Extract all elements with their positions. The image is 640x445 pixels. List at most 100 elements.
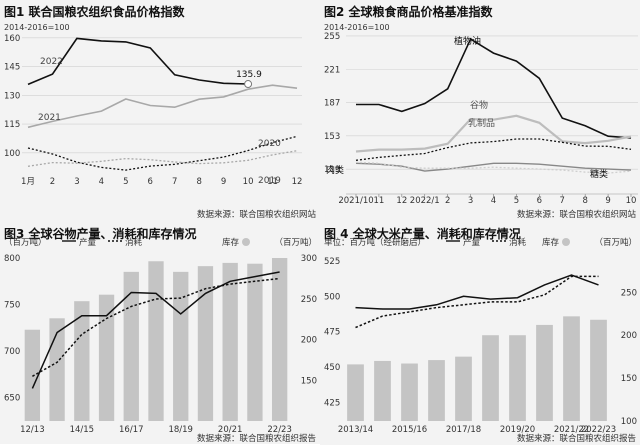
series-label: 植物油	[454, 35, 481, 47]
x-tick-label: 9	[605, 196, 610, 206]
stock-bar	[123, 271, 139, 421]
x-tick-label: 3	[74, 177, 79, 187]
stock-bar	[482, 335, 499, 421]
stock-bar	[24, 329, 41, 421]
stock-bar	[74, 301, 90, 421]
right-tick-label: 250	[301, 295, 317, 305]
left-tick-label: 800	[4, 254, 20, 264]
index-base-note: 2014-2016=100	[4, 23, 70, 32]
source-note: 数据来源：联合国粮农组织报告	[517, 433, 636, 444]
right-unit-label-2: （百万吨）	[594, 237, 637, 248]
x-tick-label: 12	[396, 196, 407, 206]
stock-legend-swatch	[242, 238, 250, 246]
x-tick-label: 2022/1	[410, 196, 440, 206]
series-label: 糖类	[590, 168, 608, 180]
left-tick-label: 525	[324, 257, 340, 267]
series-line	[27, 135, 298, 171]
chart-cereal-supply: （百万吨） 库存 （百万吨） 产量 消耗 800 750 700 650 300 250 200 150…	[4, 237, 317, 444]
x-tick-label: 5	[514, 196, 519, 206]
stock-bar	[347, 364, 364, 421]
left-unit-label: 单位：百万吨（经研磨后）	[324, 237, 426, 248]
panel-title: 图 4 全球大米产量、消耗和库存情况	[324, 227, 521, 241]
right-unit-label-2: （百万吨）	[274, 237, 317, 248]
chart-food-price-index: 2014-2016=100 160 145 130 115 100 1月 2 3 4 5 6 7 8 9 10…	[4, 23, 317, 220]
left-tick-label: 475	[324, 328, 340, 338]
x-tick-label: 2013/14	[338, 425, 373, 435]
x-tick-label: 7	[172, 177, 177, 187]
stock-bar	[247, 263, 263, 421]
x-tick-label: 3	[468, 196, 473, 206]
series-label: 谷物	[470, 99, 488, 111]
right-tick-label: 100	[621, 417, 637, 427]
right-unit-label: 库存	[542, 237, 560, 248]
x-tick-label: 10	[243, 177, 254, 187]
y-tick-label: 221	[324, 65, 340, 75]
stock-bar	[222, 262, 238, 421]
series-line	[27, 37, 249, 86]
last-value-label: 135.9	[236, 70, 262, 80]
y-tick-label: 187	[324, 99, 340, 109]
stock-bar	[401, 363, 418, 421]
stock-bar	[509, 335, 526, 421]
panel-rice-supply: 图 4 全球大米产量、消耗和库存情况 单位：百万吨（经研磨后） 库存 （百万吨） 产量…	[320, 222, 640, 445]
x-tick-label: 2	[445, 196, 450, 206]
x-tick-label: 1月	[21, 177, 35, 187]
source-note: 数据来源：联合国粮农组织网站	[517, 209, 637, 220]
series-label: 肉类	[326, 164, 344, 176]
x-tick-label: 2021/22	[554, 425, 589, 435]
legend-production-label: 产量	[79, 237, 97, 248]
x-tick-label: 16/17	[119, 425, 144, 435]
x-tick-label: 7	[560, 196, 565, 206]
stock-bar	[428, 360, 445, 421]
panel-cereal-supply: 图3 全球谷物产量、消耗和库存情况 （百万吨） 库存 （百万吨） 产量 消耗 800 750…	[0, 222, 320, 444]
y-tick-label: 160	[4, 34, 20, 44]
x-tick-label: 20/21	[218, 425, 243, 435]
production-line	[31, 271, 280, 389]
x-tick-label: 2015/16	[392, 425, 427, 435]
x-tick-label: 12	[292, 177, 303, 187]
y-tick-label: 255	[324, 32, 340, 42]
x-tick-label: 8	[196, 177, 201, 187]
x-tick-label: 18/19	[168, 425, 193, 435]
panel-title: 图1 联合国粮农组织食品价格指数	[4, 5, 185, 19]
x-tick-label: 10	[626, 196, 637, 206]
source-note: 数据来源：联合国粮农组织网站	[197, 209, 317, 220]
x-tick-label: 2017/18	[446, 425, 481, 435]
series-line	[355, 162, 632, 172]
x-tick-label: 2	[50, 177, 55, 187]
series-line	[356, 37, 632, 139]
stock-bar	[49, 318, 65, 421]
x-tick-label: 14/15	[70, 425, 95, 435]
right-tick-label: 200	[621, 331, 637, 341]
legend-consumption-label: 消耗	[509, 237, 527, 248]
series-label: 乳制品	[468, 117, 495, 129]
series-line	[355, 161, 632, 174]
y-tick-label: 115	[4, 120, 20, 130]
left-tick-label: 450	[324, 363, 340, 373]
x-tick-label: 6	[537, 196, 542, 206]
left-unit-label: （百万吨）	[4, 237, 47, 248]
x-tick-label: 6	[148, 177, 153, 187]
left-tick-label: 425	[324, 399, 340, 409]
right-tick-label: 300	[301, 254, 317, 264]
x-tick-label: 4	[491, 196, 496, 206]
panel-title: 图3 全球谷物产量、消耗和库存情况	[4, 227, 197, 241]
right-tick-label: 250	[621, 288, 637, 298]
x-tick-label: 2022/23	[581, 425, 616, 435]
series-label: 2019	[258, 176, 281, 186]
x-tick-label: 12/13	[20, 425, 45, 435]
last-point-marker	[244, 80, 253, 89]
y-tick-label: 145	[4, 63, 20, 73]
index-base-note: 2014-2016=100	[324, 23, 390, 32]
stock-bar	[271, 258, 288, 421]
stock-bar	[197, 266, 214, 421]
stock-bar	[563, 316, 580, 421]
x-tick-label: 5	[123, 177, 128, 187]
stock-legend-swatch	[562, 238, 570, 246]
y-tick-label: 119	[324, 165, 340, 175]
left-tick-label: 750	[4, 301, 20, 311]
left-tick-label: 500	[324, 292, 340, 302]
left-tick-label: 700	[4, 347, 20, 357]
right-tick-label: 200	[301, 336, 317, 346]
